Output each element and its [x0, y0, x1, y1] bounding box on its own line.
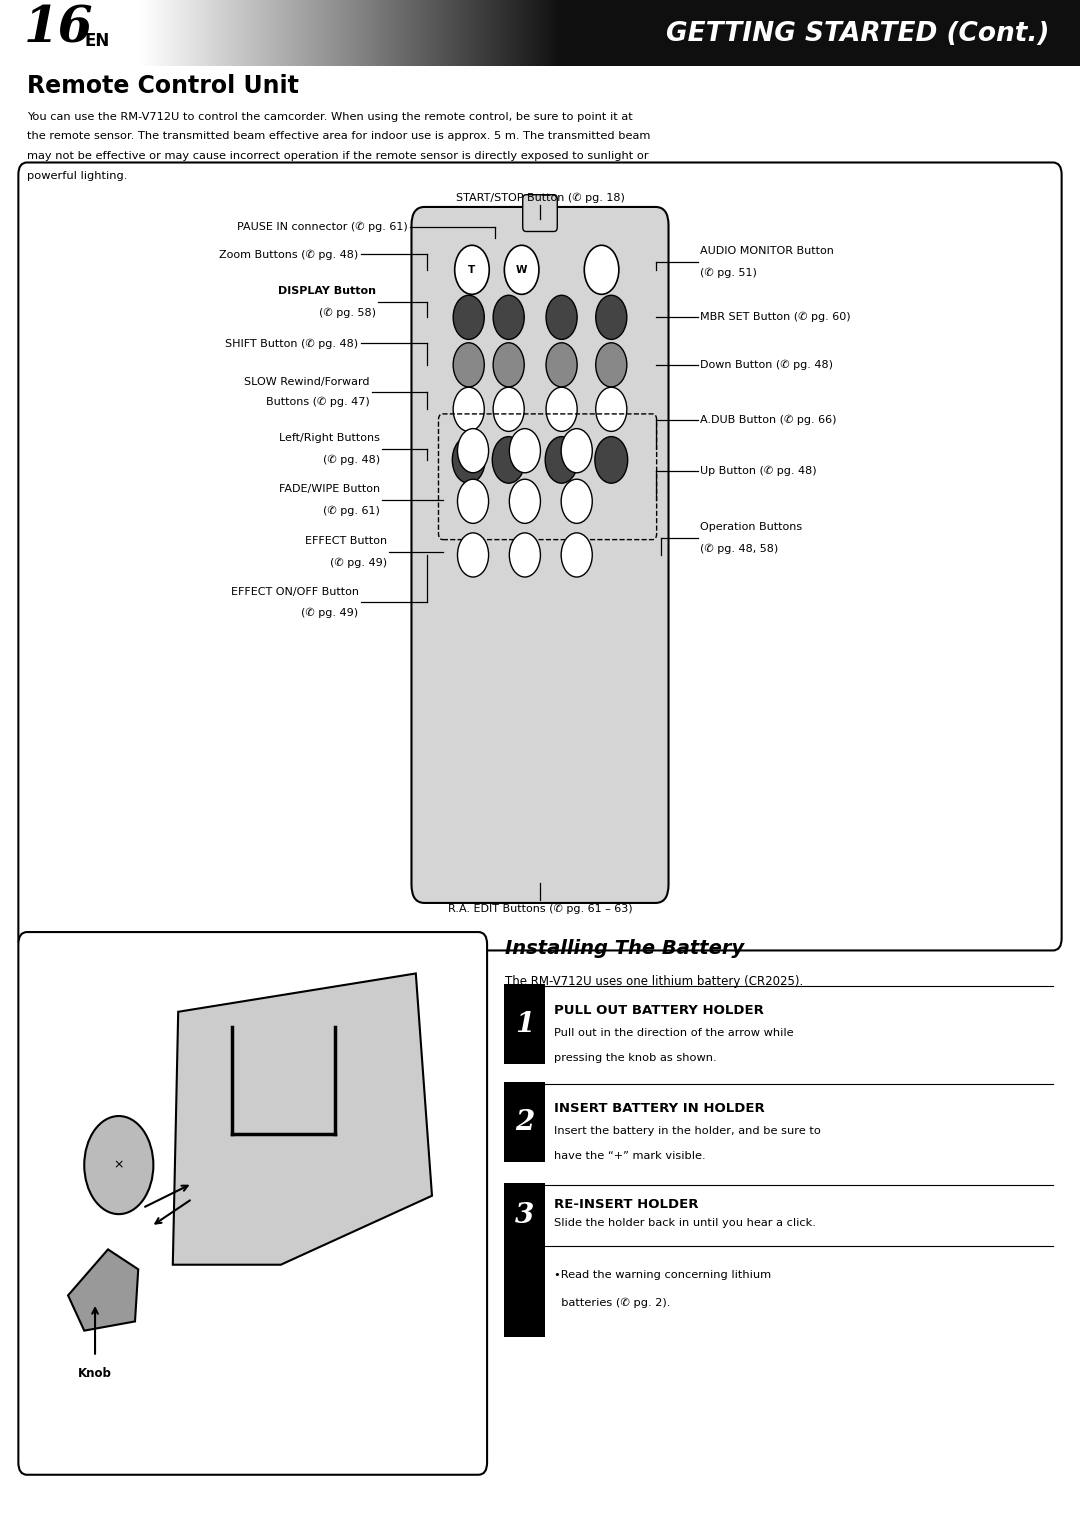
Circle shape [546, 343, 577, 386]
Text: Slide the holder back in until you hear a click.: Slide the holder back in until you hear … [554, 1219, 815, 1228]
Circle shape [510, 429, 540, 472]
Text: SLOW Rewind/Forward: SLOW Rewind/Forward [244, 377, 369, 386]
Text: W: W [516, 265, 527, 274]
Text: (✆ pg. 61): (✆ pg. 61) [323, 506, 380, 515]
Circle shape [562, 429, 592, 472]
Text: Insert the battery in the holder, and be sure to: Insert the battery in the holder, and be… [554, 1127, 821, 1136]
FancyBboxPatch shape [523, 195, 557, 231]
Text: (✆ pg. 49): (✆ pg. 49) [329, 558, 387, 567]
Text: INSERT BATTERY IN HOLDER: INSERT BATTERY IN HOLDER [554, 1102, 765, 1114]
Text: Buttons (✆ pg. 47): Buttons (✆ pg. 47) [266, 397, 369, 406]
Polygon shape [68, 1249, 138, 1331]
FancyBboxPatch shape [504, 984, 545, 1064]
Circle shape [454, 296, 484, 339]
Text: A.DUB Button (✆ pg. 66): A.DUB Button (✆ pg. 66) [700, 415, 836, 425]
Circle shape [458, 429, 488, 472]
FancyBboxPatch shape [18, 162, 1062, 950]
Text: Remote Control Unit: Remote Control Unit [27, 74, 299, 98]
Text: (✆ pg. 51): (✆ pg. 51) [700, 268, 757, 277]
Circle shape [84, 1116, 153, 1214]
Text: SHIFT Button (✆ pg. 48): SHIFT Button (✆ pg. 48) [226, 339, 359, 348]
Circle shape [546, 388, 577, 431]
FancyBboxPatch shape [504, 1183, 545, 1248]
Text: have the “+” mark visible.: have the “+” mark visible. [554, 1151, 705, 1160]
FancyBboxPatch shape [18, 932, 487, 1475]
Text: MBR SET Button (✆ pg. 60): MBR SET Button (✆ pg. 60) [700, 313, 850, 322]
Text: EFFECT Button: EFFECT Button [305, 537, 387, 546]
Text: FADE/WIPE Button: FADE/WIPE Button [279, 484, 380, 494]
Text: (✆ pg. 48, 58): (✆ pg. 48, 58) [700, 544, 778, 553]
Text: Down Button (✆ pg. 48): Down Button (✆ pg. 48) [700, 360, 833, 369]
Text: START/STOP Button (✆ pg. 18): START/STOP Button (✆ pg. 18) [456, 193, 624, 202]
Text: Operation Buttons: Operation Buttons [700, 523, 802, 532]
FancyBboxPatch shape [504, 1082, 545, 1162]
Text: RE-INSERT HOLDER: RE-INSERT HOLDER [554, 1199, 699, 1211]
Circle shape [510, 480, 540, 523]
Circle shape [562, 533, 592, 576]
Circle shape [458, 533, 488, 576]
Text: Left/Right Buttons: Left/Right Buttons [280, 434, 380, 443]
Circle shape [504, 245, 539, 294]
Circle shape [494, 388, 524, 431]
Circle shape [546, 296, 577, 339]
Circle shape [545, 437, 578, 483]
Circle shape [454, 388, 484, 431]
Text: 3: 3 [515, 1202, 535, 1229]
Text: GETTING STARTED (Cont.): GETTING STARTED (Cont.) [666, 21, 1050, 46]
Text: The RM-V712U uses one lithium battery (CR2025).: The RM-V712U uses one lithium battery (C… [505, 975, 804, 987]
Text: Zoom Buttons (✆ pg. 48): Zoom Buttons (✆ pg. 48) [219, 250, 359, 259]
Circle shape [595, 437, 627, 483]
Circle shape [494, 343, 524, 386]
Circle shape [584, 245, 619, 294]
Circle shape [510, 533, 540, 576]
Text: Pull out in the direction of the arrow while: Pull out in the direction of the arrow w… [554, 1029, 794, 1038]
Text: PAUSE IN connector (✆ pg. 61): PAUSE IN connector (✆ pg. 61) [238, 222, 408, 231]
Circle shape [492, 437, 525, 483]
Circle shape [458, 480, 488, 523]
Text: 2: 2 [515, 1108, 535, 1136]
Text: AUDIO MONITOR Button: AUDIO MONITOR Button [700, 247, 834, 256]
Text: You can use the RM-V712U to control the camcorder. When using the remote control: You can use the RM-V712U to control the … [27, 112, 633, 121]
Text: the remote sensor. The transmitted beam effective area for indoor use is approx.: the remote sensor. The transmitted beam … [27, 132, 650, 141]
Text: (✆ pg. 58): (✆ pg. 58) [319, 308, 376, 317]
FancyBboxPatch shape [504, 1245, 545, 1337]
Text: ×: × [113, 1159, 124, 1171]
Text: EN: EN [84, 32, 109, 51]
Text: PULL OUT BATTERY HOLDER: PULL OUT BATTERY HOLDER [554, 1004, 764, 1016]
FancyBboxPatch shape [411, 207, 669, 903]
Polygon shape [173, 973, 432, 1265]
Text: (✆ pg. 48): (✆ pg. 48) [323, 455, 380, 464]
Text: Installing The Battery: Installing The Battery [505, 940, 745, 958]
Text: T: T [469, 265, 475, 274]
Text: •Read the warning concerning lithium: •Read the warning concerning lithium [554, 1271, 771, 1280]
Circle shape [494, 296, 524, 339]
Circle shape [454, 343, 484, 386]
Text: may not be effective or may cause incorrect operation if the remote sensor is di: may not be effective or may cause incorr… [27, 152, 649, 161]
Text: Knob: Knob [78, 1367, 112, 1380]
Circle shape [562, 480, 592, 523]
Text: 16: 16 [24, 5, 93, 54]
Circle shape [596, 343, 626, 386]
Text: (✆ pg. 49): (✆ pg. 49) [301, 609, 359, 618]
Circle shape [455, 245, 489, 294]
Text: DISPLAY Button: DISPLAY Button [278, 287, 376, 296]
Circle shape [596, 296, 626, 339]
Circle shape [453, 437, 485, 483]
Text: R.A. EDIT Buttons (✆ pg. 61 – 63): R.A. EDIT Buttons (✆ pg. 61 – 63) [448, 904, 632, 914]
Circle shape [596, 388, 626, 431]
Text: batteries (✆ pg. 2).: batteries (✆ pg. 2). [554, 1298, 671, 1308]
Text: 1: 1 [515, 1010, 535, 1038]
Text: EFFECT ON/OFF Button: EFFECT ON/OFF Button [230, 587, 359, 596]
Text: powerful lighting.: powerful lighting. [27, 172, 127, 181]
Text: Up Button (✆ pg. 48): Up Button (✆ pg. 48) [700, 466, 816, 475]
Text: pressing the knob as shown.: pressing the knob as shown. [554, 1053, 717, 1062]
